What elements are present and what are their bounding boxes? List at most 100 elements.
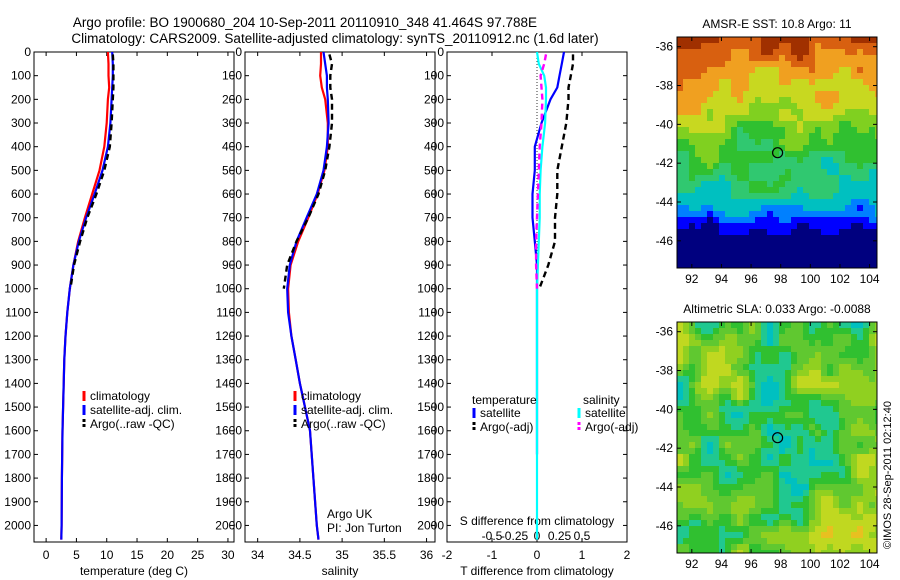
heat-cell [827, 346, 833, 352]
heat-cell [683, 340, 689, 346]
heat-cell [803, 394, 809, 400]
heat-cell [845, 526, 851, 532]
heat-cell [791, 346, 797, 352]
heat-cell [719, 241, 725, 247]
heat-cell [707, 175, 713, 181]
heat-cell [803, 364, 809, 370]
heat-cell [725, 352, 731, 358]
heat-cell [815, 448, 821, 454]
heat-cell [737, 133, 743, 139]
heat-cell [689, 424, 695, 430]
heat-cell [809, 478, 815, 484]
heat-cell [719, 352, 725, 358]
heat-cell [839, 502, 845, 508]
heat-cell [761, 508, 767, 514]
heat-cell [749, 169, 755, 175]
credit-stamp: ©IMOS 28-Sep-2011 02:12:40 [882, 401, 894, 549]
heat-cell [749, 175, 755, 181]
heat-cell [839, 151, 845, 157]
heat-cell [707, 151, 713, 157]
heat-cell [851, 520, 857, 526]
heat-cell [725, 193, 731, 199]
heat-cell [755, 340, 761, 346]
heat-cell [719, 436, 725, 442]
heat-cell [707, 103, 713, 109]
heat-cell [791, 442, 797, 448]
heat-cell [869, 229, 875, 235]
heat-cell [827, 358, 833, 364]
heat-cell [815, 538, 821, 544]
heat-cell [839, 322, 845, 328]
heat-cell [707, 145, 713, 151]
heat-cell [833, 502, 839, 508]
heat-cell [797, 91, 803, 97]
heat-cell [707, 418, 713, 424]
heat-cell [689, 352, 695, 358]
heat-cell [731, 376, 737, 382]
heat-cell [695, 532, 701, 538]
heat-cell [827, 466, 833, 472]
heat-cell [803, 67, 809, 73]
x-tick-label: 102 [830, 557, 850, 571]
heat-cell [767, 532, 773, 538]
heat-cell [767, 67, 773, 73]
heat-cell [827, 133, 833, 139]
heat-cell [743, 376, 749, 382]
heat-cell [845, 322, 851, 328]
heat-cell [719, 412, 725, 418]
heat-cell [875, 526, 877, 532]
heat-cell [725, 358, 731, 364]
heat-cell [689, 133, 695, 139]
heat-cell [779, 520, 785, 526]
argo-location-marker [771, 147, 784, 159]
y-tick-label: 1500 [417, 400, 444, 414]
heat-cell [755, 79, 761, 85]
heat-cell [779, 394, 785, 400]
heat-cell [773, 91, 779, 97]
heat-cell [737, 520, 743, 526]
heat-cell [725, 502, 731, 508]
heat-cell [731, 247, 737, 253]
heat-cell [695, 418, 701, 424]
heat-cell [755, 193, 761, 199]
heat-cell [767, 91, 773, 97]
heat-cell [677, 265, 683, 268]
heat-cell [869, 235, 875, 241]
heat-cell [689, 418, 695, 424]
heat-cell [707, 520, 713, 526]
heat-cell [851, 187, 857, 193]
heat-cell [863, 454, 869, 460]
heat-cell [797, 388, 803, 394]
heat-cell [809, 430, 815, 436]
heat-cell [677, 67, 683, 73]
heat-cell [707, 388, 713, 394]
heat-cell [857, 73, 863, 79]
heat-cell [725, 328, 731, 334]
heat-cell [827, 388, 833, 394]
heat-cell [803, 352, 809, 358]
heat-cell [713, 394, 719, 400]
heat-cell [761, 73, 767, 79]
heat-cell [755, 490, 761, 496]
heat-cell [785, 508, 791, 514]
heat-cell [737, 103, 743, 109]
heat-cell [809, 49, 815, 55]
heat-cell [725, 334, 731, 340]
heat-cell [767, 514, 773, 520]
heat-cell [785, 394, 791, 400]
heat-cell [875, 370, 877, 376]
heat-cell [857, 97, 863, 103]
heat-cell [869, 442, 875, 448]
heat-cell [857, 175, 863, 181]
heat-cell [719, 103, 725, 109]
heat-cell [791, 67, 797, 73]
y-tick-label: 1500 [215, 400, 242, 414]
heat-cell [845, 253, 851, 259]
heat-cell [869, 127, 875, 133]
heat-cell [779, 181, 785, 187]
heat-cell [833, 181, 839, 187]
heat-cell [809, 121, 815, 127]
series-line-s-satellite [535, 51, 548, 540]
heat-cell [809, 169, 815, 175]
heat-cell [791, 223, 797, 229]
